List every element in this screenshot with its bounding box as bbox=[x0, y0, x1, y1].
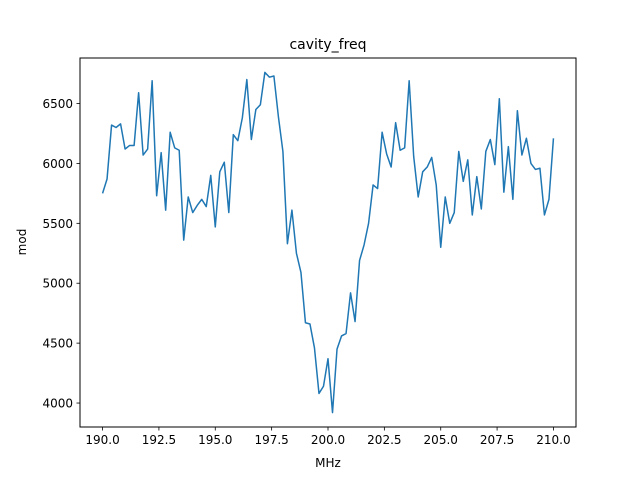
y-tick-label: 4500 bbox=[42, 337, 73, 351]
y-tick-label: 5500 bbox=[42, 217, 73, 231]
series-line-0 bbox=[101, 71, 555, 414]
y-tick-label: 4000 bbox=[42, 397, 73, 411]
x-tick-label: 197.5 bbox=[254, 433, 288, 447]
x-tick-label: 195.0 bbox=[198, 433, 232, 447]
x-tick-label: 205.0 bbox=[424, 433, 458, 447]
x-tick-label: 200.0 bbox=[311, 433, 345, 447]
x-tick-label: 190.0 bbox=[85, 433, 119, 447]
chart-title: cavity_freq bbox=[289, 37, 366, 53]
x-axis-label: MHz bbox=[315, 456, 341, 470]
y-axis-label: mod bbox=[15, 229, 29, 256]
x-tick-label: 202.5 bbox=[367, 433, 401, 447]
x-tick-label: 210.0 bbox=[536, 433, 570, 447]
x-tick-label: 192.5 bbox=[142, 433, 176, 447]
plot-area-frame bbox=[79, 57, 577, 428]
y-tick-label: 6500 bbox=[42, 97, 73, 111]
y-tick-label: 5000 bbox=[42, 277, 73, 291]
y-tick-label: 6000 bbox=[42, 157, 73, 171]
x-tick-label: 207.5 bbox=[480, 433, 514, 447]
